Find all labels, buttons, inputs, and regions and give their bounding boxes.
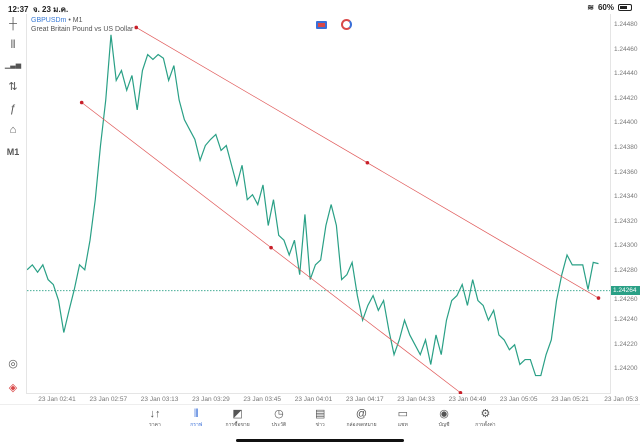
time-tick: 23 Jan 02:41 (38, 396, 76, 403)
chart-icon: ⫴ (193, 408, 199, 420)
current-price-label: 1.24264 (611, 286, 640, 296)
clock: 12:37 (8, 5, 29, 14)
status-bar: 12:37 จ. 23 ม.ค. ≋ 60% (0, 0, 640, 14)
symbol-name[interactable]: GBPUSDm (31, 17, 67, 24)
tab-label: บัญชี (438, 422, 450, 428)
account-icon: ◉ (439, 408, 449, 420)
price-tick: 1.24380 (614, 144, 638, 151)
price-tick: 1.24400 (614, 119, 638, 127)
tab-label: กราฟ (190, 422, 203, 428)
battery-level: 60% (597, 3, 614, 12)
time-tick: 23 Jan 02:57 (89, 396, 128, 403)
mailbox-icon: @ (355, 408, 368, 420)
tab-chat[interactable]: ▭ แชท (383, 407, 423, 429)
price-tick: 1.24480 (614, 21, 638, 28)
time-tick: 23 Jan 03:13 (140, 396, 179, 403)
price-tick: 1.24300 (614, 242, 638, 250)
tab-mailbox[interactable]: @ กล่องจดหมาย (342, 407, 382, 429)
trendline-handle[interactable] (365, 160, 370, 165)
price-tick: 1.24200 (614, 365, 638, 373)
price-tick: 1.24340 (614, 193, 638, 201)
time-tick: 23 Jan 03:29 (192, 396, 230, 403)
price-tick: 1.24420 (614, 94, 638, 102)
symbol-info: GBPUSDm • M1 Great Britain Pound vs US D… (31, 16, 133, 34)
sliders-icon[interactable]: ⇅ (8, 81, 18, 93)
time-tick: 23 Jan 04:33 (397, 396, 435, 403)
price-tick: 1.24240 (614, 316, 638, 324)
price-tick: 1.24320 (614, 217, 638, 225)
battery-icon (618, 4, 632, 11)
trade-icon: ◩ (232, 408, 243, 420)
bottom-tab-bar: ↓↑ ราคา ⫴ กราฟ ◩ การซื้อขาย ◷ ประวัติ ▤ ข่าว @ กล่อ… (0, 404, 640, 434)
price-tick: 1.24260 (614, 296, 638, 304)
objects-icon[interactable]: ⌂ (9, 124, 17, 136)
time-tick: 23 Jan 04:49 (448, 396, 487, 403)
tab-label: การตั้งค่า (475, 422, 496, 428)
price-tick: 1.24460 (614, 45, 638, 53)
crosshair-icon[interactable]: ┼ (9, 18, 17, 30)
time-tick: 23 Jan 03:45 (243, 396, 281, 403)
tab-label: ประวัติ (271, 422, 287, 428)
price-tick: 1.24360 (614, 168, 638, 176)
timeframe-button[interactable]: M1 (6, 147, 20, 157)
price-tick: 1.24220 (614, 340, 638, 348)
trade-logo-icon[interactable]: ◈ (8, 382, 18, 394)
price-axis[interactable]: 1.24480 1.24460 1.24440 1.24420 1.24400 1.243… (610, 14, 640, 394)
time-tick: 23 Jan 04:17 (346, 396, 384, 403)
history-icon: ◷ (274, 408, 284, 420)
settings-icon: ⚙ (480, 408, 491, 420)
time-tick: 23 Jan 05:3 (604, 396, 639, 403)
news-icon: ▤ (314, 408, 326, 420)
tab-news[interactable]: ▤ ข่าว (300, 407, 340, 429)
wifi-icon: ≋ (587, 3, 594, 12)
price-chart[interactable] (27, 14, 611, 394)
left-toolbar: ┼ ⫴ ▁▃▅ ⇅ ƒ ⌂ M1 ◎ ◈ (0, 14, 26, 395)
tab-account[interactable]: ◉ บัญชี (424, 407, 464, 429)
trendline-handle[interactable] (134, 25, 139, 30)
price-tick: 1.24280 (614, 267, 638, 274)
tab-trade[interactable]: ◩ การซื้อขาย (218, 407, 258, 429)
tab-label: ข่าว (315, 422, 325, 428)
time-tick: 23 Jan 05:05 (499, 396, 538, 403)
price-tick: 1.24440 (614, 70, 638, 78)
price-line (27, 34, 599, 377)
one-click-trading-icon[interactable] (316, 21, 327, 29)
tab-label: กล่องจดหมาย (346, 422, 377, 428)
tab-label: แชท (397, 422, 408, 428)
candles-icon[interactable]: ⫴ (10, 39, 16, 51)
history-toggle-icon[interactable] (341, 19, 352, 30)
trendline-handle[interactable] (269, 245, 273, 250)
tab-label: การซื้อขาย (225, 422, 250, 428)
home-indicator[interactable] (236, 439, 404, 442)
time-tick: 23 Jan 05:21 (551, 396, 589, 403)
tab-history[interactable]: ◷ ประวัติ (259, 407, 299, 429)
chart-area[interactable]: GBPUSDm • M1 Great Britain Pound vs US D… (26, 14, 611, 394)
tab-chart[interactable]: ⫴ กราฟ (176, 407, 216, 429)
trendline-handle[interactable] (596, 296, 601, 300)
tab-settings[interactable]: ⚙ การตั้งค่า (465, 407, 505, 429)
time-tick: 23 Jan 04:01 (294, 396, 333, 403)
chat-icon: ▭ (397, 408, 408, 420)
function-icon[interactable]: ƒ (9, 103, 17, 115)
symbol-description: Great Britain Pound vs US Dollar (31, 26, 134, 33)
tab-quotes[interactable]: ↓↑ ราคา (135, 407, 175, 429)
date: จ. 23 ม.ค. (32, 5, 69, 14)
trendline-handle[interactable] (458, 390, 463, 394)
trendline-handle[interactable] (79, 100, 84, 105)
chart-search-icon[interactable]: ◎ (8, 358, 18, 370)
tab-label: ราคา (149, 422, 161, 428)
indicators-icon[interactable]: ▁▃▅ (4, 62, 22, 69)
quotes-icon: ↓↑ (149, 408, 161, 420)
timeframe-label: • M1 (68, 17, 83, 24)
